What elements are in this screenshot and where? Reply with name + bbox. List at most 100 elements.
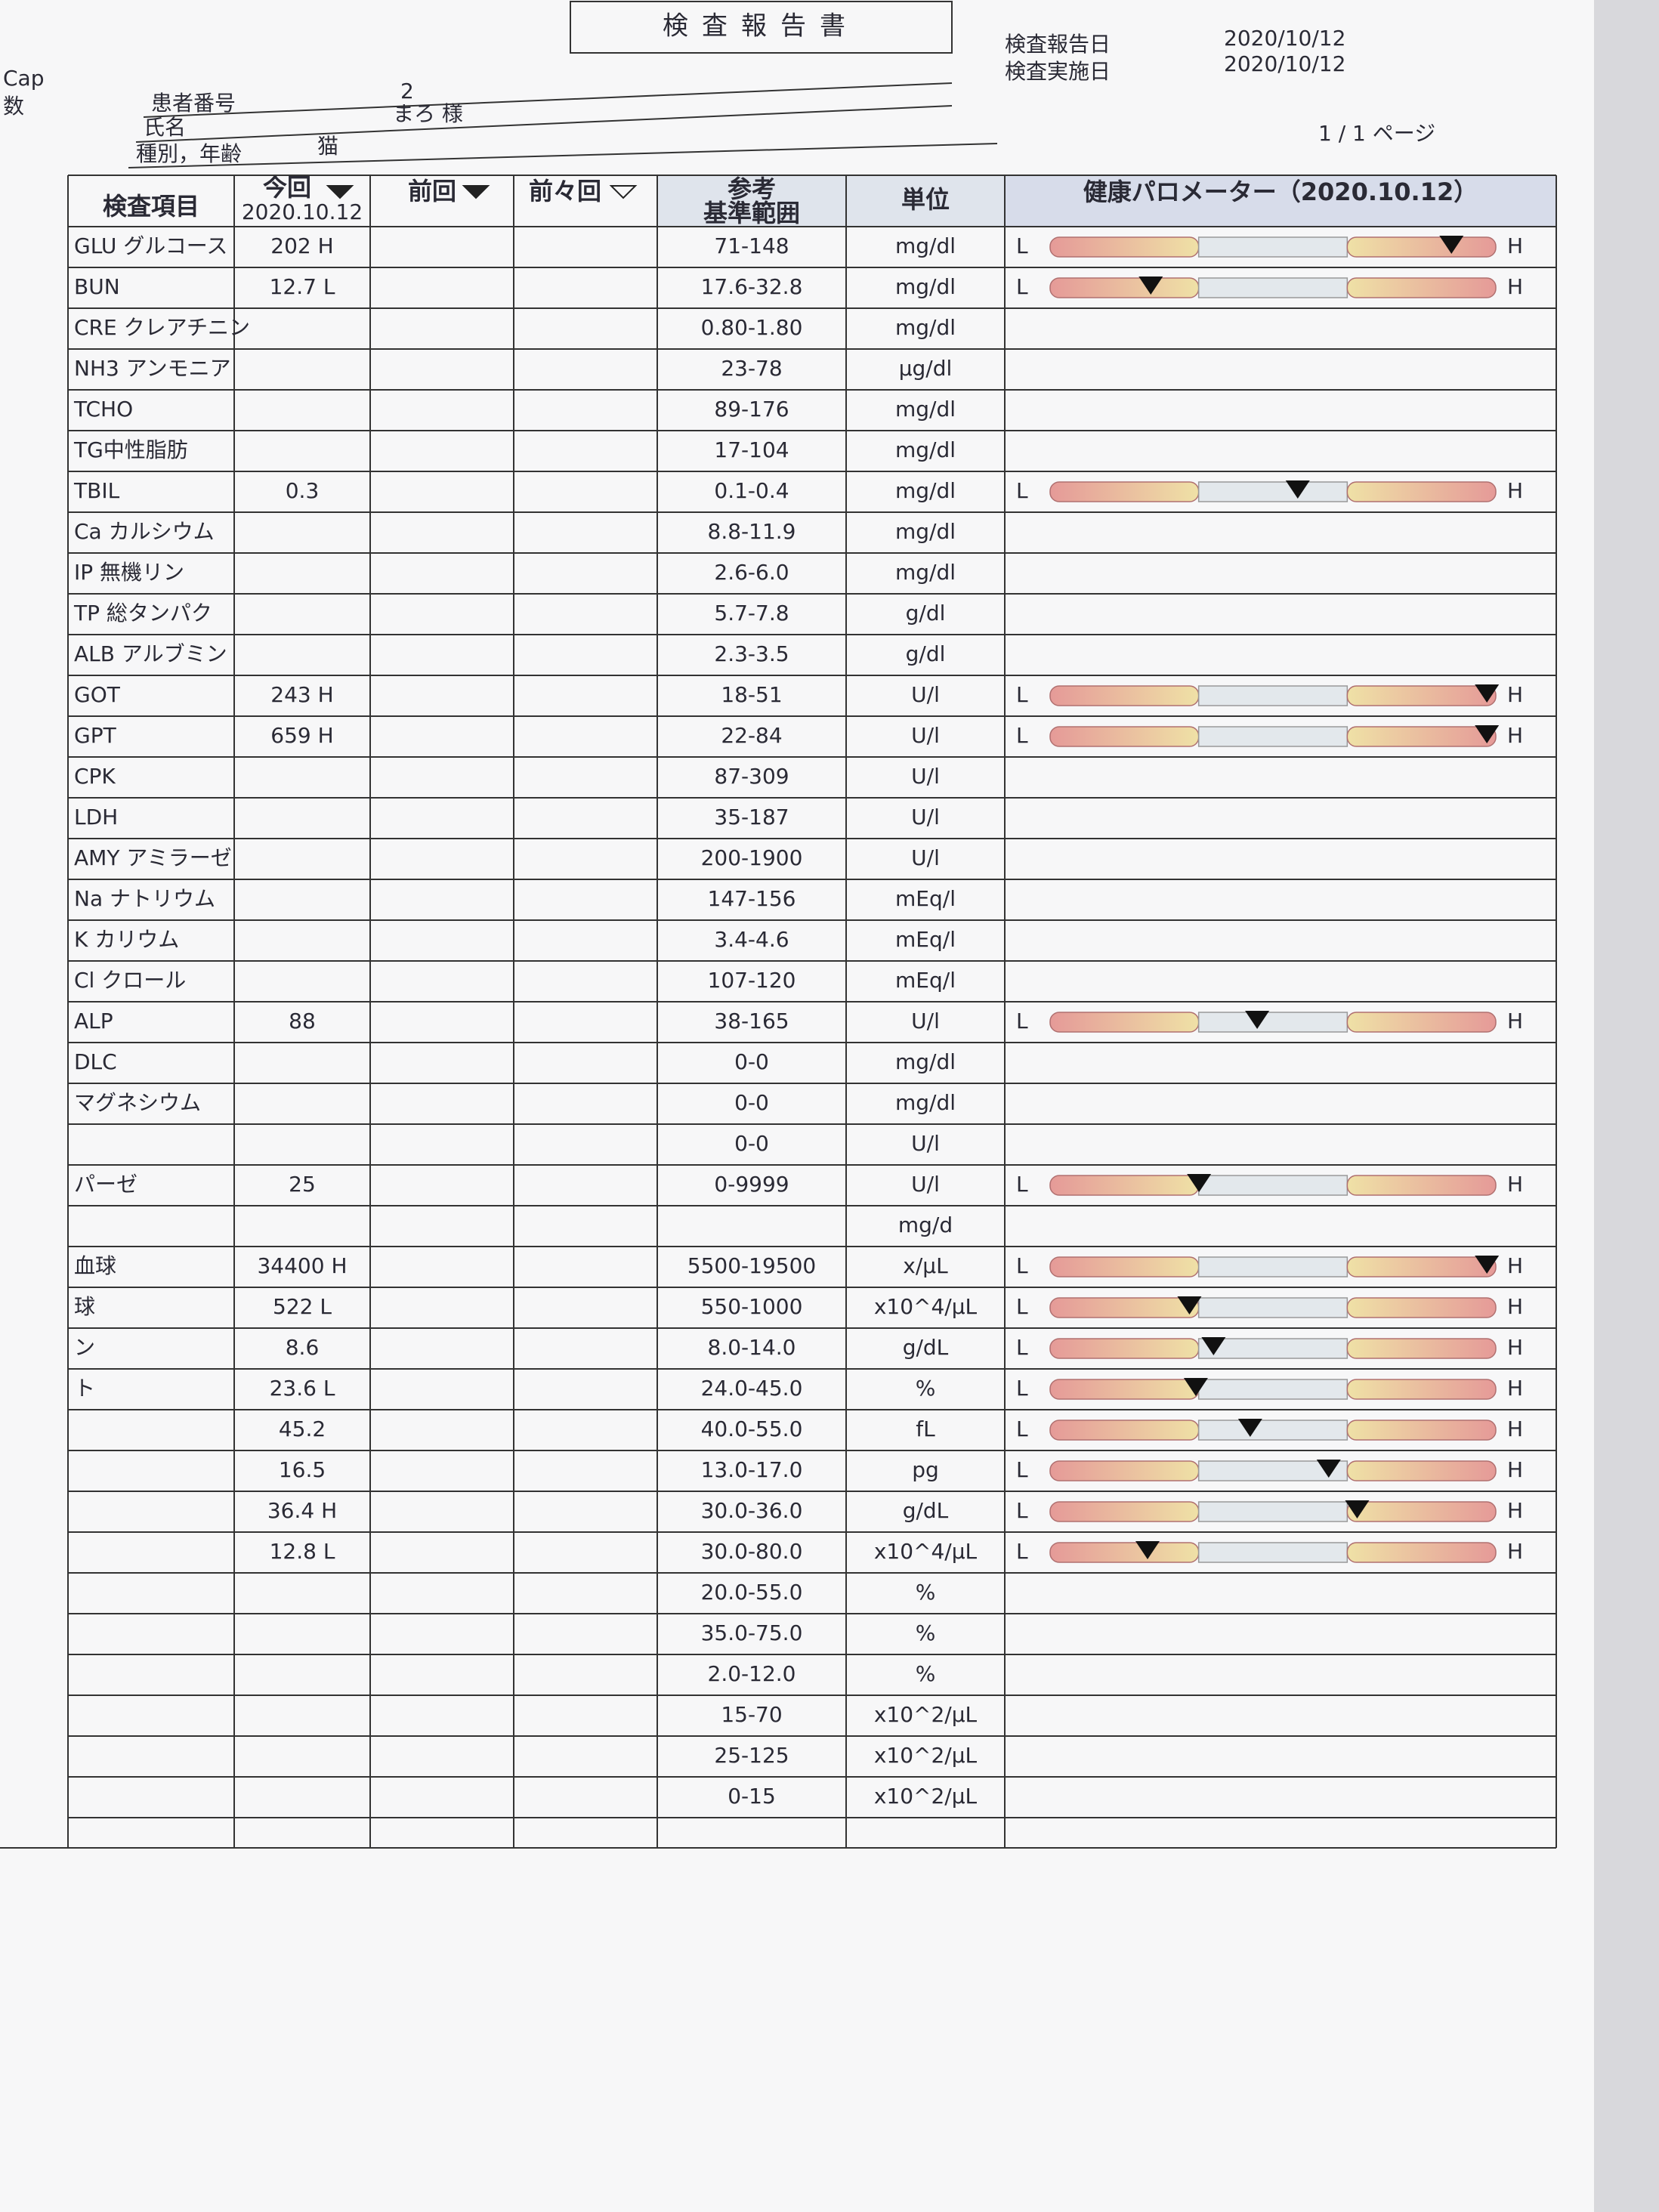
sort-icon [462, 185, 490, 199]
meter-low-zone [1049, 1501, 1200, 1522]
unit: x10^2/μL [874, 1743, 978, 1768]
meter-high-zone [1346, 1338, 1497, 1359]
test-item: IP 無機リン [74, 560, 184, 585]
current-value: 45.2 [279, 1416, 326, 1441]
meter-high-label: H [1507, 1498, 1523, 1523]
meter-high-label: H [1507, 1416, 1523, 1441]
unit: x10^2/μL [874, 1784, 978, 1809]
current-value: 243 H [270, 682, 333, 707]
test-item: DLC [74, 1049, 117, 1074]
reference-range: 38-165 [714, 1009, 789, 1033]
meter-low-label: L [1016, 478, 1028, 503]
reference-range: 2.6-6.0 [714, 560, 789, 585]
current-value: 659 H [270, 723, 333, 748]
meter-marker [1187, 1174, 1212, 1192]
reference-range: 3.4-4.6 [714, 927, 789, 952]
meter-low-zone [1049, 1460, 1200, 1481]
reference-range: 0-0 [734, 1090, 769, 1115]
meter-high-zone [1346, 726, 1497, 747]
meter-low-zone [1049, 1012, 1200, 1033]
meter-low-zone [1049, 236, 1200, 258]
meter-low-label: L [1016, 1294, 1028, 1319]
title: 検査報告書 [663, 11, 859, 42]
current-value: 23.6 L [270, 1376, 335, 1401]
meter-high-label: H [1507, 478, 1523, 503]
reference-range: 550-1000 [701, 1294, 803, 1319]
test-item: NH3 アンモニア [74, 356, 231, 381]
column-header: 単位 [901, 185, 950, 214]
meter-normal-zone [1197, 1012, 1349, 1033]
reference-range: 147-156 [708, 886, 796, 911]
meter-normal-zone [1197, 1420, 1349, 1441]
unit: g/dL [903, 1335, 949, 1360]
unit: mg/dl [895, 315, 956, 340]
header-cell [657, 175, 846, 227]
meter-marker [1201, 1337, 1226, 1355]
unit: mg/dl [895, 1090, 956, 1115]
unit: U/l [911, 845, 940, 870]
unit: U/l [911, 682, 940, 707]
reference-range: 2.0-12.0 [708, 1661, 796, 1686]
margin-text: 数 [3, 94, 24, 119]
meter-high-label: H [1507, 233, 1523, 258]
unit: mg/d [898, 1213, 953, 1237]
reference-range: 24.0-45.0 [701, 1376, 803, 1401]
current-value: 12.7 L [270, 274, 335, 299]
column-header: 参考 [728, 175, 776, 203]
reference-range: 0-15 [728, 1784, 776, 1809]
unit: mg/dl [895, 274, 956, 299]
meter-low-zone [1049, 1542, 1200, 1563]
meter-high-zone [1346, 481, 1497, 502]
meter-normal-zone [1197, 1379, 1349, 1400]
column-header: 基準範囲 [703, 199, 800, 227]
current-value: 36.4 H [267, 1498, 337, 1523]
meter-low-label: L [1016, 1376, 1028, 1401]
reference-range: 89-176 [714, 397, 789, 422]
reference-range: 0.80-1.80 [701, 315, 803, 340]
meter-low-zone [1049, 1175, 1200, 1196]
unit: g/dl [906, 641, 946, 666]
meter-low-zone [1049, 277, 1200, 298]
reference-range: 13.0-17.0 [701, 1457, 803, 1482]
meter-high-zone [1346, 1542, 1497, 1563]
test-item: Ca カルシウム [74, 519, 215, 544]
test-item: AMY アミラーゼ [74, 845, 232, 870]
reference-range: 0-0 [734, 1049, 769, 1074]
test-item: LDH [74, 805, 118, 830]
meter-low-label: L [1016, 1539, 1028, 1564]
test-item: GLU グルコース [74, 233, 227, 258]
meter-marker [1475, 725, 1500, 743]
unit: μg/dl [899, 356, 953, 381]
test-item: 球 [74, 1294, 95, 1319]
label: 検査実施日 [1005, 59, 1111, 84]
page-number: 1 / 1 ページ [1318, 121, 1435, 146]
unit: U/l [911, 1131, 940, 1156]
column-header: 前々回 [529, 177, 601, 205]
rule [135, 105, 953, 143]
reference-range: 8.0-14.0 [708, 1335, 796, 1360]
unit: x10^4/μL [874, 1294, 978, 1319]
current-value: 34400 H [257, 1253, 347, 1278]
meter-high-label: H [1507, 1335, 1523, 1360]
unit: % [916, 1580, 936, 1605]
meter-marker [1285, 480, 1310, 499]
current-value: 12.8 L [270, 1539, 335, 1564]
unit: x10^4/μL [874, 1539, 978, 1564]
reference-range: 17-104 [714, 437, 789, 462]
reference-range: 35-187 [714, 805, 789, 830]
meter-low-label: L [1016, 1009, 1028, 1033]
test-item: GPT [74, 723, 117, 748]
label: 種別，年齢 [136, 141, 242, 166]
meter-low-zone [1049, 1297, 1200, 1318]
meter-marker [1177, 1296, 1202, 1315]
meter-low-label: L [1016, 1457, 1028, 1482]
meter-normal-zone [1197, 236, 1349, 258]
value: まろ 様 [393, 101, 463, 126]
reference-range: 0-9999 [714, 1172, 789, 1197]
unit: % [916, 1661, 936, 1686]
test-item: TP 総タンパク [73, 601, 212, 626]
column-header: 前回 [408, 177, 456, 205]
